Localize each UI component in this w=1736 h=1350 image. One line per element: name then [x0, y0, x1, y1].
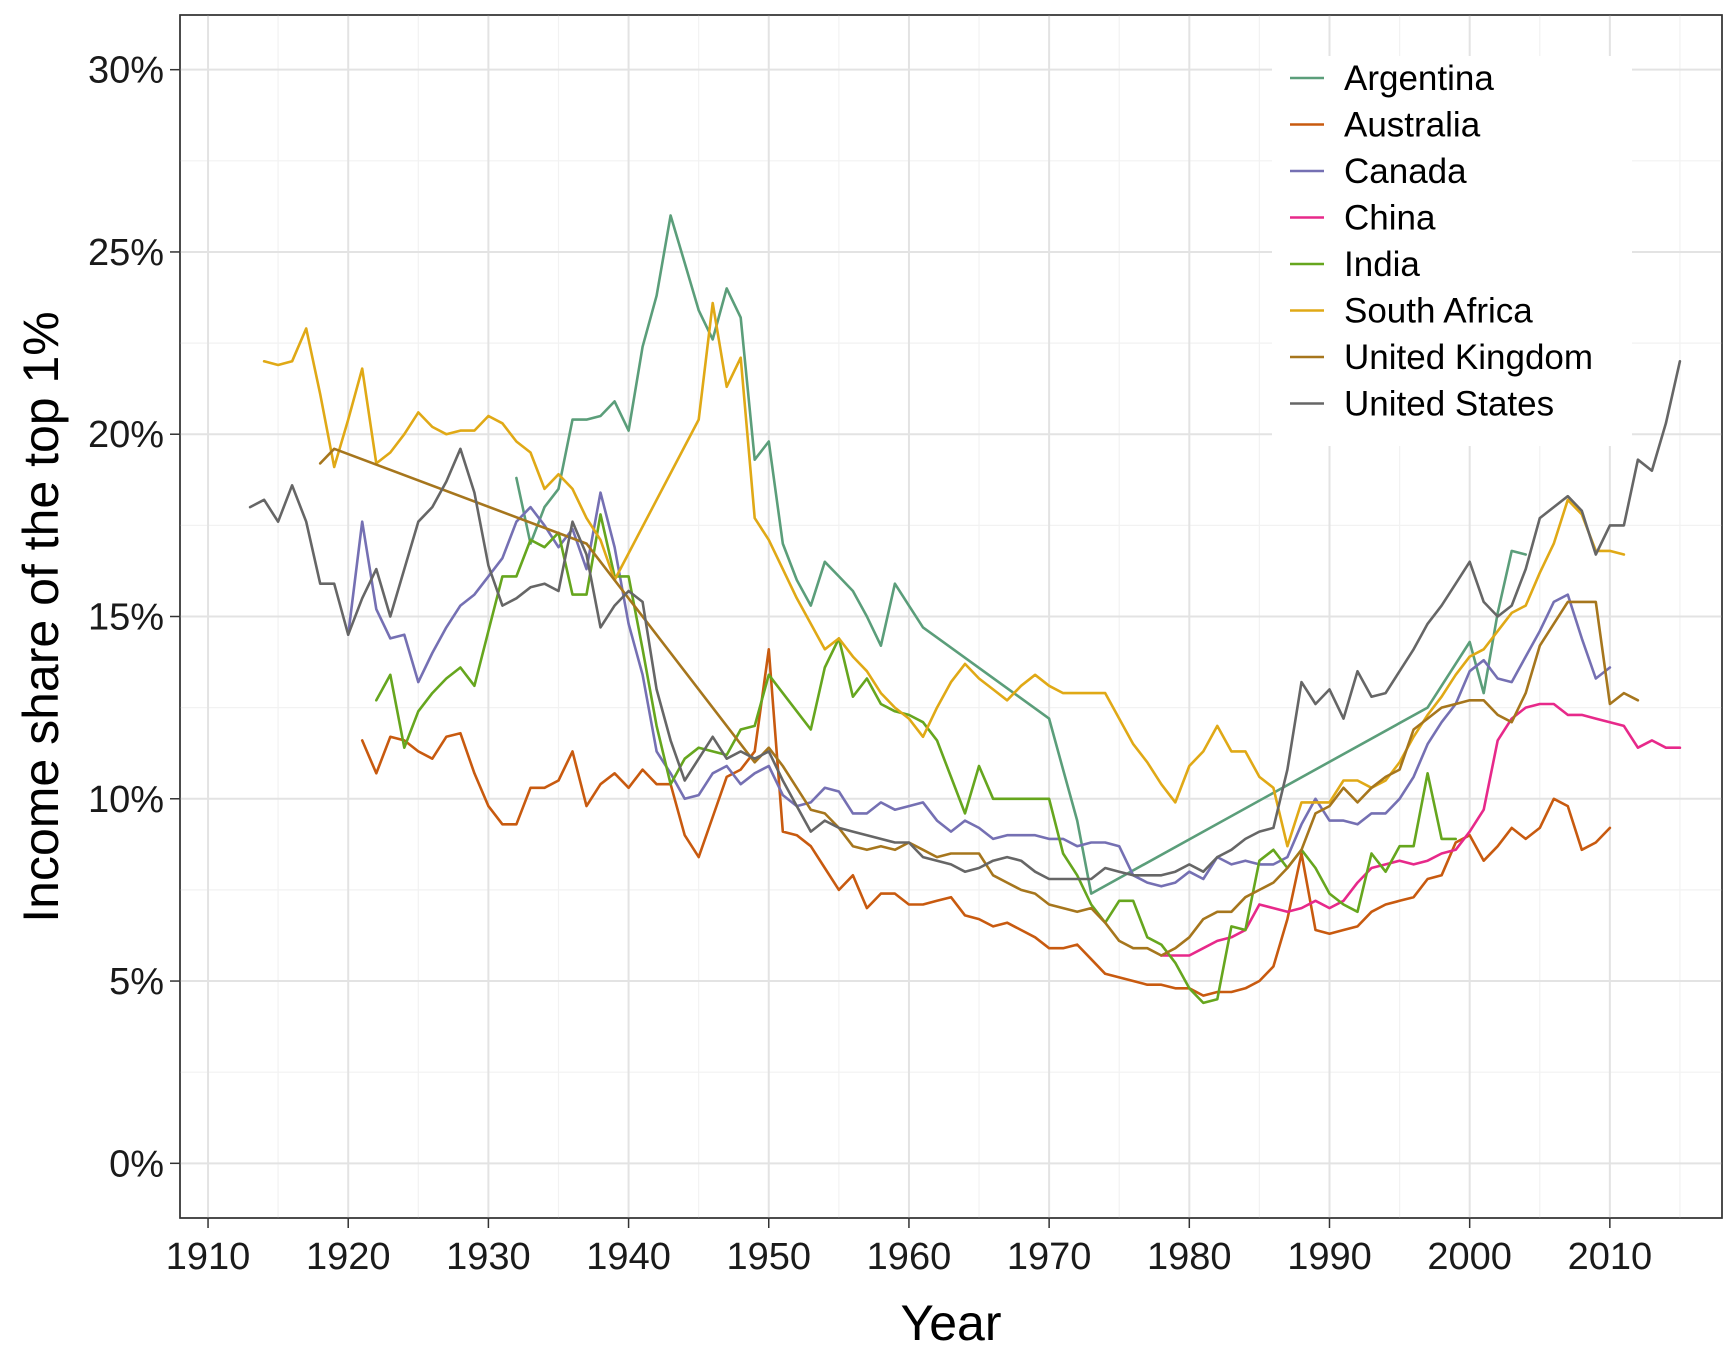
x-tick-label: 1960	[867, 1236, 952, 1278]
y-axis-title: Income share of the top 1%	[13, 311, 69, 922]
legend-label-canada: Canada	[1344, 152, 1467, 191]
y-axis-ticks: 0% 5% 10% 15% 20% 25% 30%	[88, 50, 180, 1185]
series-line-india	[375, 513, 1457, 1005]
y-tick-label: 25%	[88, 232, 164, 274]
x-tick-label: 1990	[1287, 1236, 1372, 1278]
series-line-united-kingdom	[318, 447, 1640, 957]
y-tick-label: 10%	[88, 779, 164, 821]
legend-label-united-states: United States	[1344, 385, 1554, 424]
x-tick-label: 1920	[306, 1236, 391, 1278]
y-tick-label: 5%	[109, 961, 164, 1003]
series-lines	[248, 214, 1682, 1005]
legend-label-india: India	[1344, 245, 1420, 284]
x-tick-label: 1940	[586, 1236, 671, 1278]
legend-label-united-kingdom: United Kingdom	[1344, 338, 1593, 377]
x-tick-label: 1910	[166, 1236, 251, 1278]
series-line-united-states	[248, 360, 1682, 881]
legend-background	[1272, 56, 1632, 446]
x-tick-label: 1930	[446, 1236, 531, 1278]
series-line-australia	[360, 648, 1612, 997]
x-tick-label: 1980	[1147, 1236, 1232, 1278]
x-axis-ticks: 1910 1920 1930 1940 1950 1960 1970 1980 1990 2000…	[166, 1218, 1652, 1278]
y-tick-label: 0%	[109, 1143, 164, 1185]
y-tick-label: 15%	[88, 597, 164, 639]
legend-label-argentina: Argentina	[1344, 59, 1494, 98]
legend-label-south-africa: South Africa	[1344, 292, 1533, 331]
x-tick-label: 2000	[1427, 1236, 1512, 1278]
series-line-canada	[346, 491, 1612, 888]
legend-label-china: China	[1344, 199, 1436, 238]
y-tick-label: 20%	[88, 414, 164, 456]
legend: Argentina Australia Canada China India South …	[1272, 56, 1632, 446]
legend-label-australia: Australia	[1344, 106, 1481, 145]
y-tick-label: 30%	[88, 50, 164, 92]
x-tick-label: 2010	[1568, 1236, 1653, 1278]
x-axis-title: Year	[900, 1295, 1001, 1350]
series-line-china	[1160, 702, 1682, 957]
x-tick-label: 1970	[1007, 1236, 1092, 1278]
x-tick-label: 1950	[726, 1236, 811, 1278]
series-line-argentina	[515, 214, 1527, 895]
